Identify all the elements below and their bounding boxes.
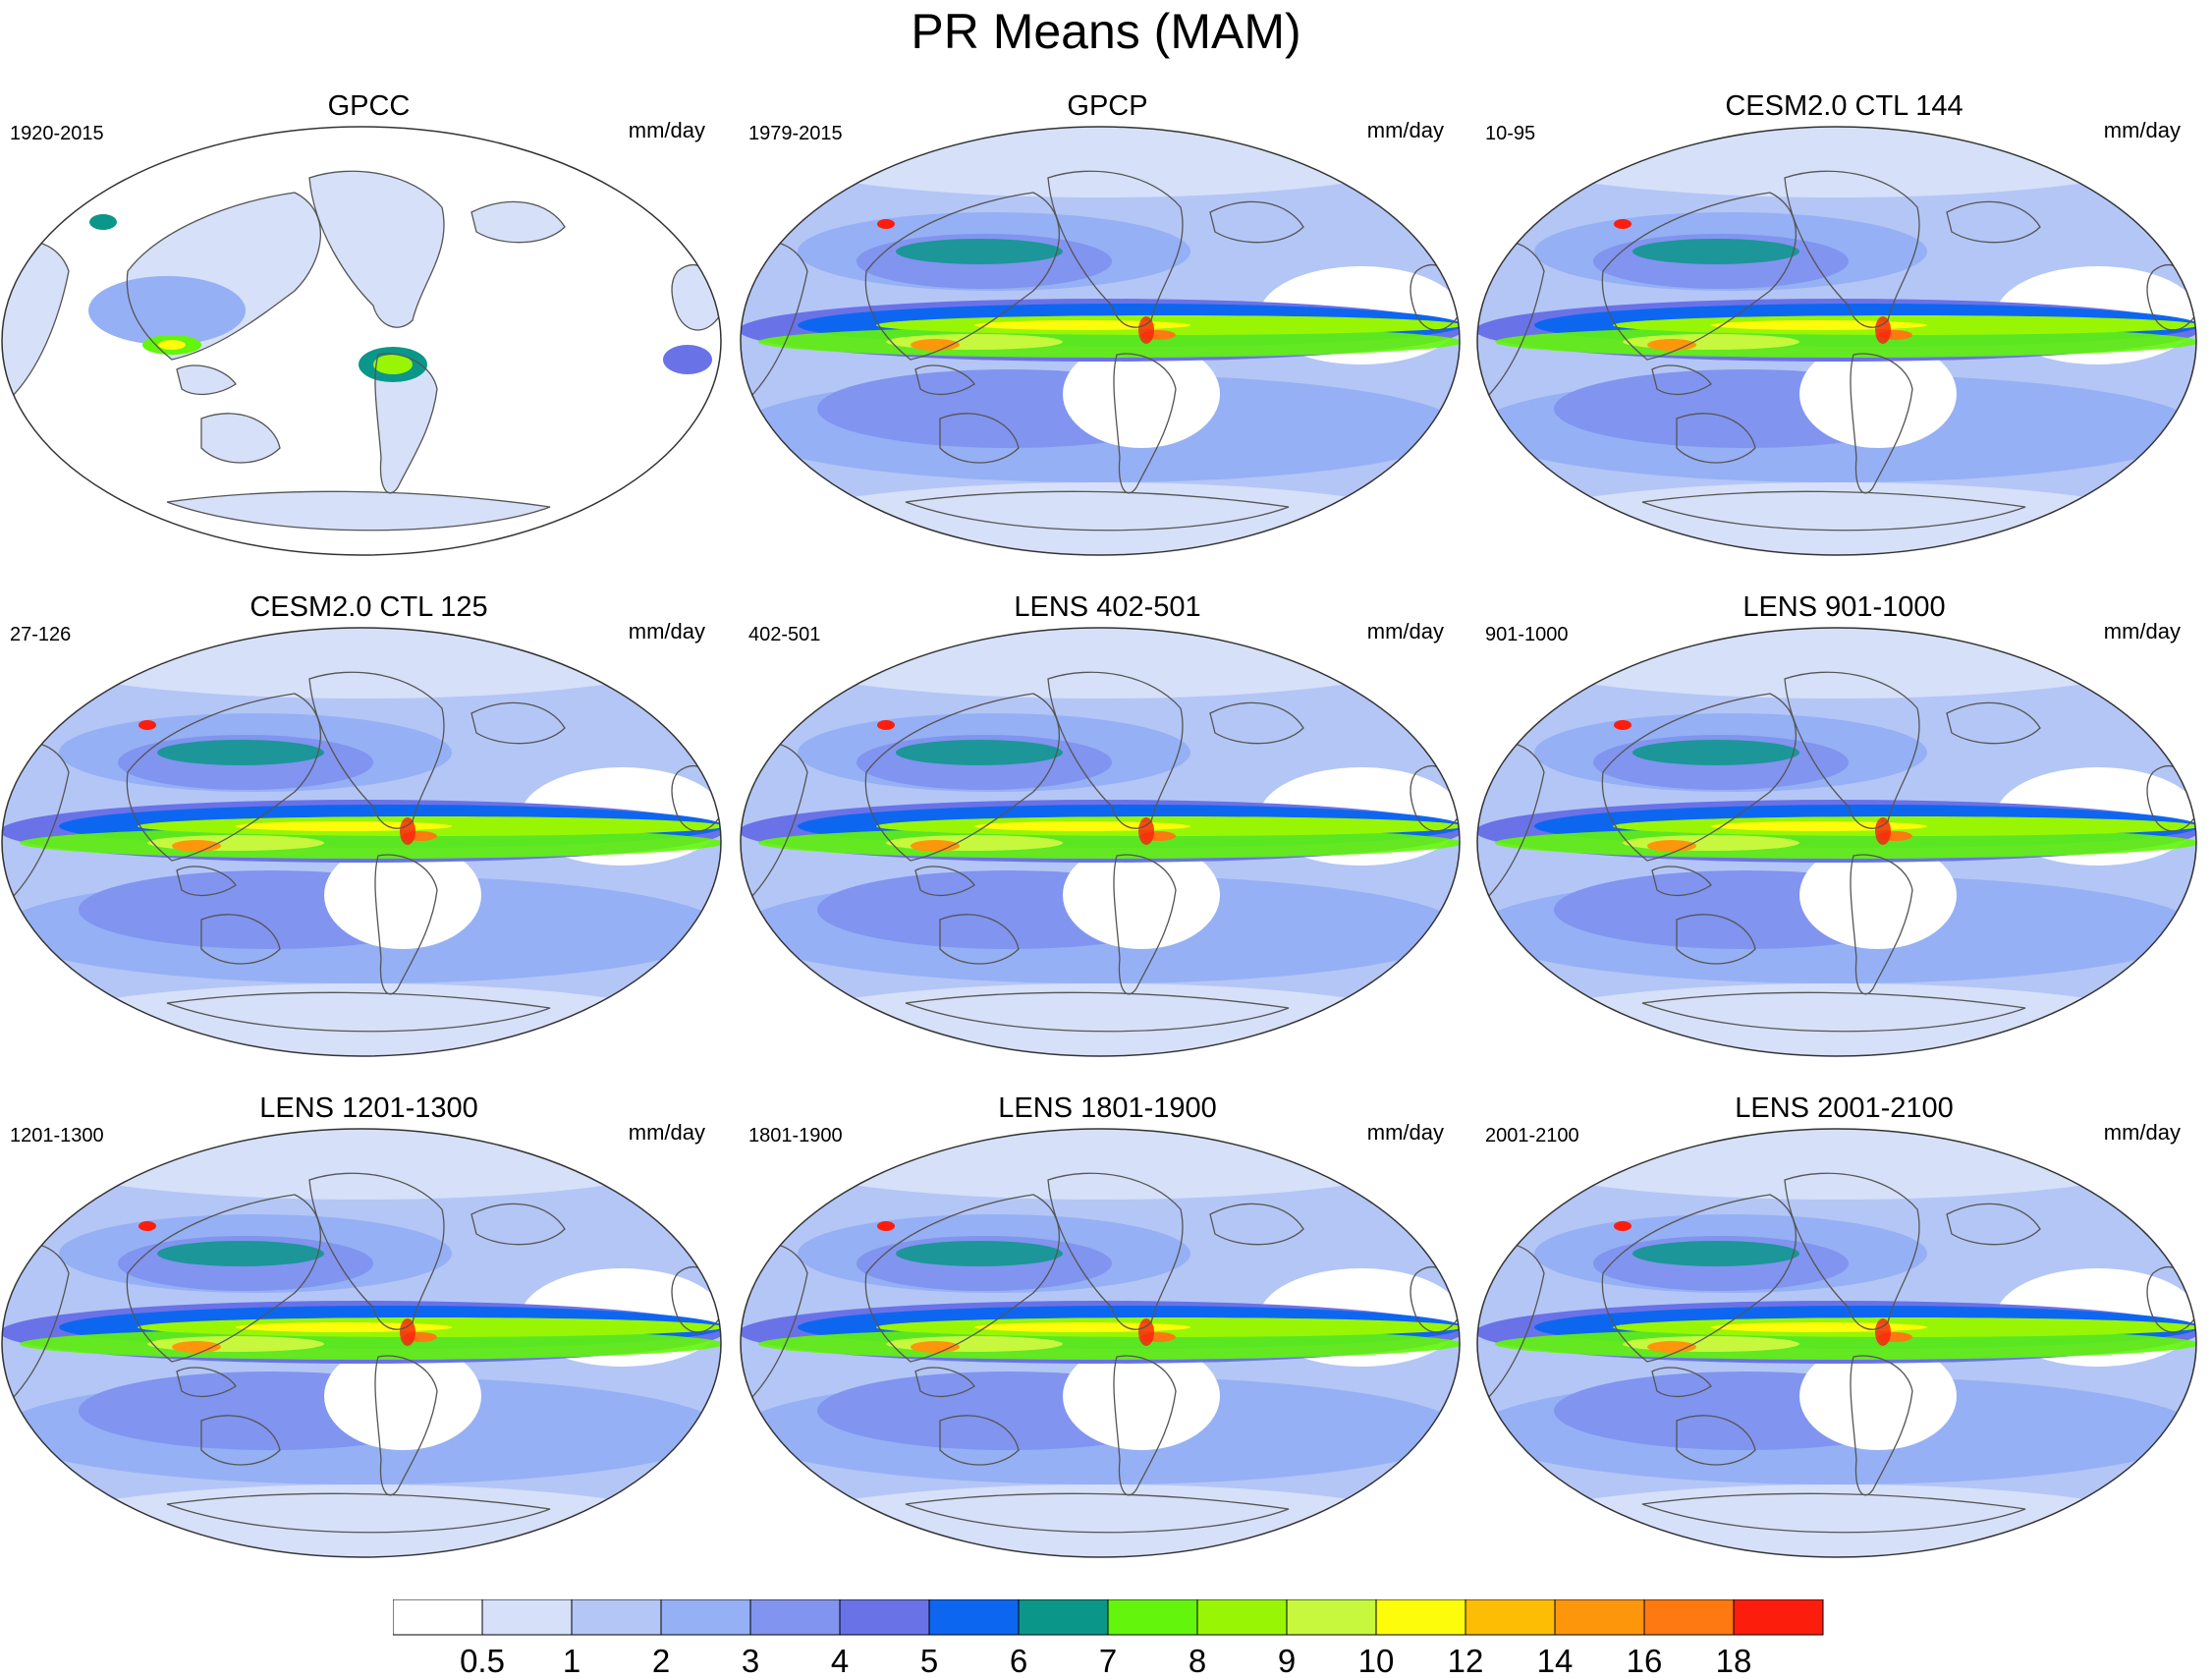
colorbar-tick-label: 0.5: [460, 1643, 505, 1678]
panel-period-label: 27-126: [10, 624, 72, 645]
colorbar-swatch: [1465, 1599, 1556, 1636]
colorbar-tick-label: 7: [1099, 1643, 1117, 1678]
panel-title: CESM2.0 CTL 144: [1725, 90, 1963, 122]
colorbar-tick-label: 6: [1010, 1643, 1027, 1678]
colorbar-swatch: [1375, 1599, 1466, 1636]
colorbar-swatch: [660, 1599, 751, 1636]
map-panel: LENS 1201-1300 1201-1300 mm/day: [0, 1091, 738, 1592]
panel-title: GPCC: [327, 90, 411, 122]
panel-title: LENS 1801-1900: [998, 1092, 1217, 1124]
map-panel: LENS 402-501 402-501 mm/day: [739, 589, 1476, 1091]
panel-title: LENS 901-1000: [1742, 591, 1946, 623]
map-panel: LENS 901-1000 901-1000 mm/day: [1475, 589, 2212, 1091]
map-panel: LENS 1801-1900 1801-1900 mm/day: [739, 1091, 1476, 1592]
map-projection: [1, 1128, 722, 1558]
panel-period-label: 1979-2015: [748, 123, 843, 144]
panel-period-label: 2001-2100: [1485, 1125, 1579, 1147]
map-panel: CESM2.0 CTL 125 27-126 mm/day: [0, 589, 738, 1091]
map-projection: [740, 126, 1461, 556]
colorbar-swatch: [393, 1599, 483, 1636]
map-projection: [1476, 126, 2197, 556]
colorbar-swatch: [1286, 1599, 1377, 1636]
colorbar-tick-label: 1: [563, 1643, 581, 1678]
colorbar-swatch: [1643, 1599, 1735, 1636]
colorbar-tick-label: 14: [1537, 1643, 1574, 1678]
panel-units-label: mm/day: [1366, 118, 1444, 142]
colorbar-swatch: [1554, 1599, 1645, 1636]
panel-units-label: mm/day: [628, 619, 705, 644]
colorbar-tick-label: 12: [1448, 1643, 1484, 1678]
map-projection: [1476, 627, 2197, 1057]
panel-units-label: mm/day: [628, 1120, 705, 1145]
panel-period-label: 1920-2015: [10, 123, 104, 144]
panel-period-label: 402-501: [748, 624, 821, 645]
colorbar-tick-label: 16: [1627, 1643, 1663, 1678]
map-panel: GPCC 1920-2015 mm/day: [0, 88, 738, 589]
panel-period-label: 901-1000: [1485, 624, 1569, 645]
colorbar-swatch: [1733, 1599, 1824, 1636]
colorbar-tick-label: 4: [831, 1643, 849, 1678]
map-panel: LENS 2001-2100 2001-2100 mm/day: [1475, 1091, 2212, 1592]
panel-units-label: mm/day: [2103, 619, 2181, 644]
panel-units-label: mm/day: [1366, 1120, 1444, 1145]
colorbar-tick-label: 9: [1278, 1643, 1296, 1678]
panel-period-label: 10-95: [1485, 123, 1536, 144]
colorbar-tick-label: 3: [742, 1643, 759, 1678]
panel-period-label: 1201-1300: [10, 1125, 104, 1147]
colorbar-swatch: [481, 1599, 573, 1636]
panel-units-label: mm/day: [2103, 1120, 2181, 1145]
colorbar-swatch: [839, 1599, 930, 1636]
panel-title: GPCP: [1067, 90, 1148, 122]
panel-units-label: mm/day: [2103, 118, 2181, 142]
colorbar-tick-label: 8: [1189, 1643, 1206, 1678]
colorbar-legend: 0.5 1 2 3 4 5 6 7 8 9 10 12 14 16 18: [393, 1599, 1824, 1678]
map-projection: [1476, 1128, 2197, 1558]
panel-title: LENS 1201-1300: [259, 1092, 478, 1124]
colorbar-swatch: [749, 1599, 841, 1636]
colorbar-tick-label: 10: [1358, 1643, 1395, 1678]
panel-units-label: mm/day: [628, 118, 705, 142]
colorbar-swatch: [1018, 1599, 1109, 1636]
colorbar-swatch: [928, 1599, 1020, 1636]
colorbar-tick-label: 5: [920, 1643, 938, 1678]
map-projection: [740, 627, 1461, 1057]
map-panel: GPCP 1979-2015 mm/day: [739, 88, 1476, 589]
colorbar-swatch: [1107, 1599, 1198, 1636]
map-projection: [740, 1128, 1461, 1558]
panel-title: CESM2.0 CTL 125: [249, 591, 488, 623]
panel-period-label: 1801-1900: [748, 1125, 843, 1147]
colorbar-swatch: [1196, 1599, 1288, 1636]
colorbar-tick-label: 18: [1716, 1643, 1752, 1678]
map-panel: CESM2.0 CTL 144 10-95 mm/day: [1475, 88, 2212, 589]
colorbar-tick-label: 2: [652, 1643, 670, 1678]
figure-title: PR Means (MAM): [911, 4, 1301, 59]
panel-title: LENS 2001-2100: [1735, 1092, 1954, 1124]
map-projection: [1, 627, 722, 1057]
map-projection: [1, 126, 722, 556]
panel-units-label: mm/day: [1366, 619, 1444, 644]
panel-title: LENS 402-501: [1014, 591, 1201, 623]
colorbar-swatch: [571, 1599, 662, 1636]
